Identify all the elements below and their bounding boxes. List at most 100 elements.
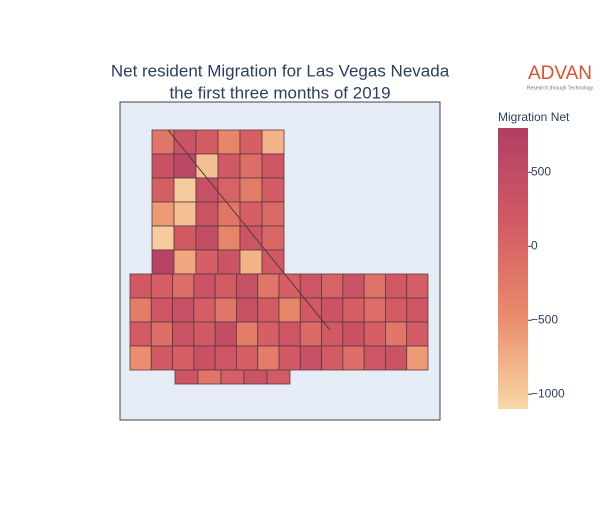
chart-subtitle: the first three months of 2019 (169, 83, 390, 102)
region (173, 249, 197, 275)
region (257, 345, 280, 371)
colorbar-title: Migration Net (498, 110, 570, 124)
region (342, 321, 365, 347)
region (236, 273, 259, 299)
region (217, 249, 241, 275)
region (363, 345, 386, 371)
region (193, 297, 216, 323)
region (406, 345, 429, 371)
region (406, 297, 429, 323)
colorbar-tick-label: −500 (531, 312, 558, 326)
region (214, 297, 237, 323)
region (257, 321, 280, 347)
region (129, 273, 152, 299)
region (342, 297, 365, 323)
region (278, 321, 301, 347)
region (261, 249, 285, 275)
region (151, 201, 175, 227)
region (195, 129, 219, 155)
region (261, 129, 285, 155)
region (172, 345, 195, 371)
region (193, 273, 216, 299)
region (214, 345, 237, 371)
region (363, 321, 386, 347)
region (172, 321, 195, 347)
region (321, 321, 344, 347)
region (129, 297, 152, 323)
region (257, 297, 280, 323)
region (214, 321, 237, 347)
region (151, 153, 175, 179)
region (299, 297, 322, 323)
region (342, 273, 365, 299)
region (299, 321, 322, 347)
region (239, 249, 263, 275)
region (150, 321, 173, 347)
region (217, 177, 241, 203)
region (321, 297, 344, 323)
region (363, 297, 386, 323)
region (385, 273, 408, 299)
region (195, 201, 219, 227)
region (278, 273, 301, 299)
region (261, 177, 285, 203)
region (151, 249, 175, 275)
region (172, 273, 195, 299)
region (236, 297, 259, 323)
region (257, 273, 280, 299)
region (239, 129, 263, 155)
region (217, 225, 241, 251)
region (385, 321, 408, 347)
region (172, 297, 195, 323)
region (214, 273, 237, 299)
diagonal-road (167, 129, 331, 331)
region (150, 345, 173, 371)
region (236, 345, 259, 371)
region (406, 273, 429, 299)
region (278, 345, 301, 371)
colorbar-tick-label: 0 (531, 238, 538, 252)
region (197, 369, 222, 385)
region (385, 297, 408, 323)
region (261, 201, 285, 227)
region (173, 177, 197, 203)
region (243, 369, 268, 385)
colorbar-tick-label: 500 (531, 165, 551, 179)
region (342, 345, 365, 371)
colorbar-tick-label: −1000 (531, 386, 565, 400)
region (151, 225, 175, 251)
region (236, 321, 259, 347)
region (129, 345, 152, 371)
region (193, 321, 216, 347)
region (220, 369, 245, 385)
region (173, 201, 197, 227)
region (299, 345, 322, 371)
region (195, 225, 219, 251)
region (266, 369, 291, 385)
brand-tagline: Research through Technology (527, 85, 594, 91)
region (150, 297, 173, 323)
region (321, 345, 344, 371)
region (129, 321, 152, 347)
region (217, 129, 241, 155)
region (261, 225, 285, 251)
region (363, 273, 386, 299)
region (173, 153, 197, 179)
region (217, 153, 241, 179)
region (321, 273, 344, 299)
region (261, 153, 285, 179)
chart-title: Net resident Migration for Las Vegas Nev… (111, 61, 450, 80)
region (193, 345, 216, 371)
region (385, 345, 408, 371)
region (406, 321, 429, 347)
region (299, 273, 322, 299)
region (278, 297, 301, 323)
brand-logo: ADVAN (528, 63, 592, 84)
region (151, 177, 175, 203)
region (239, 177, 263, 203)
region (195, 153, 219, 179)
region (239, 153, 263, 179)
region (239, 225, 263, 251)
region (150, 273, 173, 299)
